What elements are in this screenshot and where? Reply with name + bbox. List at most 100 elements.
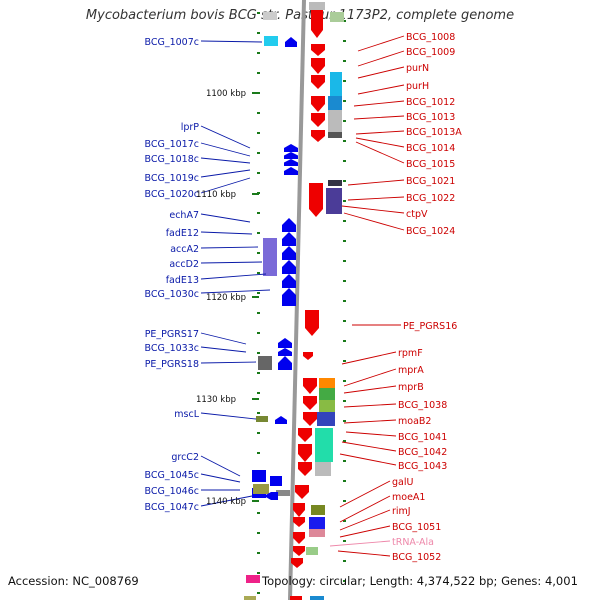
leader-line bbox=[343, 212, 405, 231]
reverse-gene-arrow bbox=[284, 152, 298, 159]
right-gene-label: purH bbox=[406, 81, 429, 92]
track-tick bbox=[257, 332, 260, 334]
leader-line bbox=[200, 273, 267, 280]
leader-line bbox=[200, 169, 251, 178]
right-gene-label: BCG_1051 bbox=[392, 522, 441, 533]
reverse-gene-arrow bbox=[282, 260, 296, 274]
feature-box bbox=[319, 400, 335, 412]
leader-line bbox=[341, 351, 397, 365]
feature-box bbox=[290, 596, 302, 600]
reverse-gene-arrow bbox=[282, 246, 296, 260]
track-tick bbox=[343, 540, 346, 542]
leader-line bbox=[337, 550, 391, 557]
forward-gene-arrow bbox=[311, 44, 325, 56]
scale-label: 1100 kbp bbox=[206, 89, 246, 99]
leader-line bbox=[200, 157, 251, 164]
leader-line bbox=[343, 385, 397, 394]
reverse-gene-arrow bbox=[282, 218, 296, 232]
left-gene-label: BCG_1046c bbox=[145, 486, 200, 497]
right-gene-label: BCG_1043 bbox=[398, 461, 447, 472]
track-tick bbox=[343, 580, 346, 582]
feature-box bbox=[253, 484, 269, 494]
left-gene-label: fadE12 bbox=[166, 228, 199, 239]
forward-gene-arrow bbox=[293, 517, 305, 527]
right-gene-label: BCG_1008 bbox=[406, 32, 455, 43]
reverse-gene-arrow bbox=[285, 37, 297, 47]
track-tick bbox=[257, 152, 260, 154]
feature-box bbox=[328, 96, 342, 110]
feature-box bbox=[246, 575, 260, 583]
track-tick bbox=[257, 32, 260, 34]
leader-line bbox=[200, 412, 257, 420]
scale-tick bbox=[252, 500, 259, 502]
leader-line bbox=[341, 205, 405, 214]
track-tick bbox=[343, 160, 346, 162]
track-tick bbox=[257, 112, 260, 114]
forward-gene-arrow bbox=[293, 503, 305, 517]
track-tick bbox=[257, 132, 260, 134]
left-gene-label: mscL bbox=[174, 409, 199, 420]
track-tick bbox=[343, 560, 346, 562]
forward-gene-arrow bbox=[295, 485, 309, 499]
right-gene-label: moaB2 bbox=[398, 416, 431, 427]
leader-line bbox=[200, 346, 247, 353]
feature-box bbox=[330, 72, 342, 96]
leader-line bbox=[339, 480, 391, 508]
leader-line bbox=[200, 142, 251, 157]
leader-line bbox=[200, 361, 257, 364]
right-gene-label: BCG_1038 bbox=[398, 400, 447, 411]
right-gene-label: mprB bbox=[398, 382, 424, 393]
track-tick bbox=[257, 72, 260, 74]
right-gene-label: BCG_1022 bbox=[406, 193, 455, 204]
right-gene-label: BCG_1012 bbox=[406, 97, 455, 108]
topology-label: Topology: circular; Length: 4,374,522 bp… bbox=[262, 574, 578, 588]
left-gene-label: fadE13 bbox=[166, 275, 199, 286]
forward-gene-arrow bbox=[311, 96, 325, 112]
reverse-gene-arrow bbox=[284, 144, 298, 152]
forward-gene-arrow bbox=[303, 378, 317, 394]
track-tick bbox=[343, 420, 346, 422]
track-tick bbox=[343, 180, 346, 182]
reverse-gene-box bbox=[270, 476, 282, 486]
leader-line bbox=[343, 368, 397, 387]
leader-line bbox=[200, 455, 241, 477]
track-tick bbox=[257, 552, 260, 554]
track-tick bbox=[257, 392, 260, 394]
map-title: Mycobacterium bovis BCG str. Pasteur 117… bbox=[85, 8, 515, 23]
track-tick bbox=[343, 220, 346, 222]
right-gene-label: moeA1 bbox=[392, 492, 425, 503]
track-tick bbox=[343, 40, 346, 42]
track-tick bbox=[257, 252, 260, 254]
feature-box bbox=[244, 596, 256, 600]
track-tick bbox=[343, 300, 346, 302]
scale-label: 1140 kbp bbox=[206, 497, 246, 507]
reverse-gene-arrow bbox=[278, 356, 292, 370]
leader-line bbox=[339, 509, 391, 531]
scale-tick bbox=[252, 92, 259, 94]
track-tick bbox=[343, 320, 346, 322]
leader-line bbox=[200, 125, 251, 149]
forward-gene-arrow bbox=[303, 396, 317, 410]
track-tick bbox=[257, 452, 260, 454]
leader-line bbox=[200, 40, 263, 43]
right-gene-label: ctpV bbox=[406, 209, 428, 220]
track-tick bbox=[257, 292, 260, 294]
leader-line bbox=[200, 289, 271, 294]
right-gene-label: tRNA-Ala bbox=[392, 537, 434, 548]
track-tick bbox=[343, 340, 346, 342]
track-tick bbox=[343, 20, 346, 22]
leader-line bbox=[353, 100, 405, 107]
leader-line bbox=[200, 231, 253, 235]
track-tick bbox=[343, 500, 346, 502]
feature-box bbox=[263, 12, 277, 20]
leader-line bbox=[347, 196, 405, 201]
forward-gene-arrow bbox=[303, 352, 313, 360]
left-gene-label: BCG_1018c bbox=[145, 154, 200, 165]
scale-tick bbox=[252, 296, 259, 298]
reverse-gene-arrow bbox=[278, 338, 292, 348]
left-gene-label: PE_PGRS18 bbox=[145, 359, 199, 370]
left-gene-label: BCG_1045c bbox=[145, 470, 200, 481]
left-gene-label: accD2 bbox=[169, 259, 199, 270]
feature-box bbox=[310, 596, 324, 600]
left-gene-label: BCG_1033c bbox=[145, 343, 200, 354]
